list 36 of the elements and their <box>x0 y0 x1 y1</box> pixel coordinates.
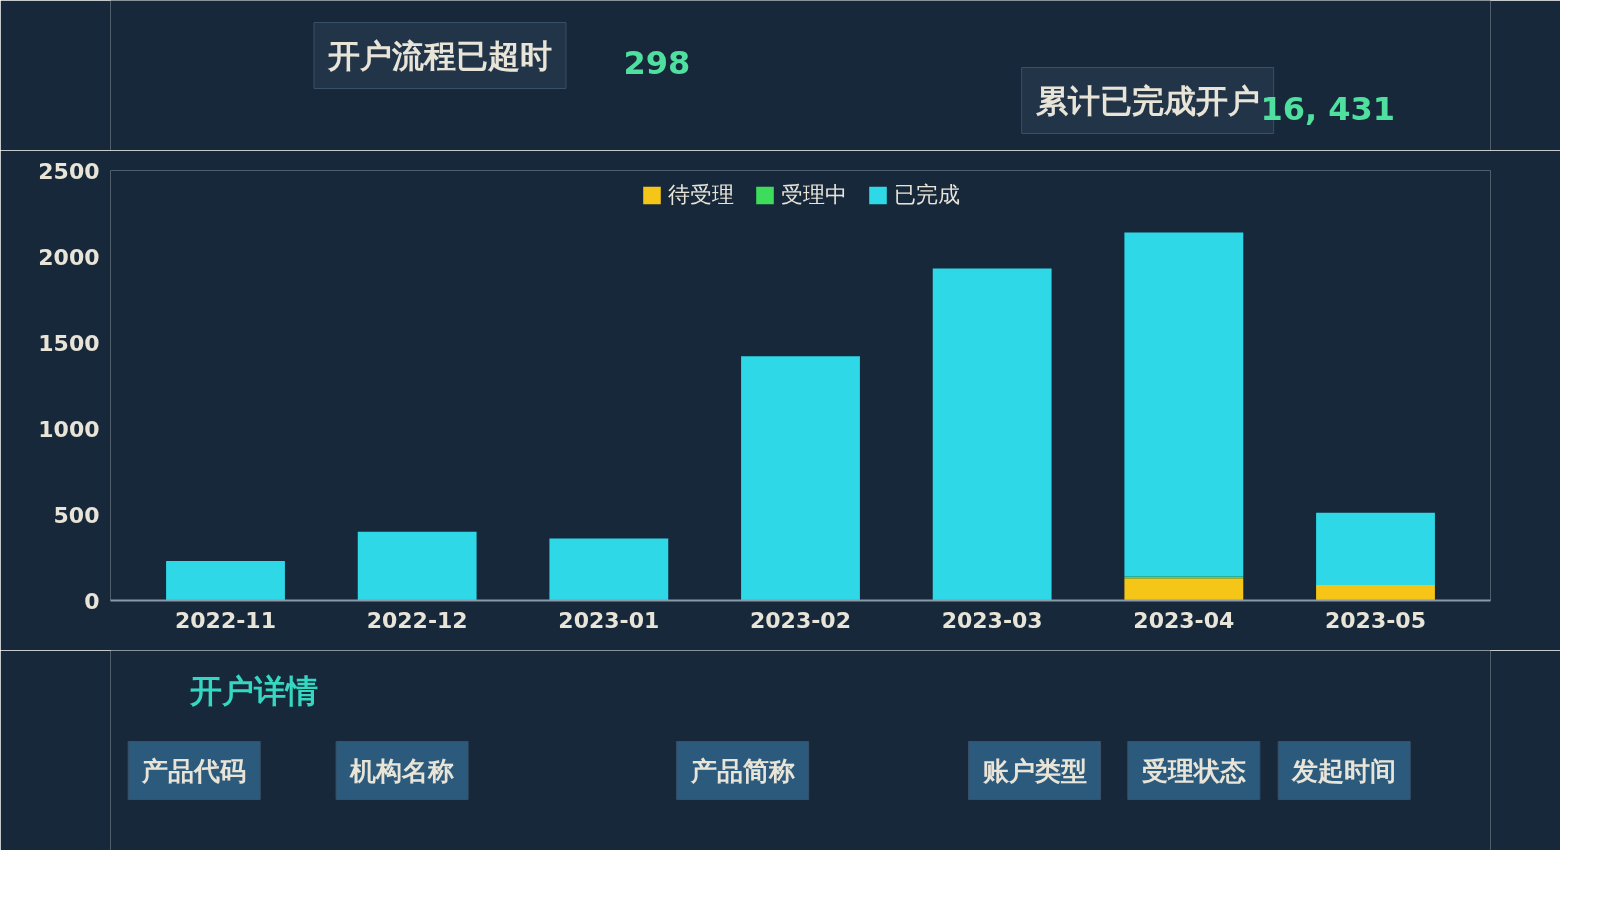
text: 产品简称 <box>689 755 795 786</box>
x-tick-label: 2022-12 <box>366 607 468 633</box>
bar <box>1316 512 1435 586</box>
bar <box>932 268 1052 601</box>
text: 开户流程已超时 <box>326 36 552 75</box>
x-tick-label: 2023-05 <box>1325 607 1426 633</box>
y-tick-label: 1500 <box>38 330 100 356</box>
text: 发起时间 <box>1291 755 1397 786</box>
text: 受理状态 <box>1141 755 1246 786</box>
x-tick-label: 2022-11 <box>175 607 276 633</box>
x-tick-label: 2023-04 <box>1133 607 1235 633</box>
x-tick-label: 2023-01 <box>558 607 660 633</box>
text: 机构名称 <box>349 755 455 786</box>
x-tick-label: 2023-03 <box>941 607 1043 633</box>
text: 累计已完成开户 <box>1035 81 1260 120</box>
text: 账户类型 <box>982 755 1087 786</box>
y-tick-label: 0 <box>84 588 100 614</box>
bar <box>1124 578 1244 601</box>
x-tick-label: 2023-02 <box>750 607 851 633</box>
legend-label: 受理中 <box>780 181 847 209</box>
text: 298 <box>623 44 691 82</box>
text: 16, 431 <box>1260 89 1396 128</box>
y-tick-label: 1000 <box>38 416 100 442</box>
y-tick-label: 2000 <box>38 244 100 270</box>
text: 开户详情 <box>189 671 319 710</box>
bar <box>357 531 477 601</box>
y-tick-label: 2500 <box>38 158 100 184</box>
bar <box>549 538 669 601</box>
bar <box>741 356 860 601</box>
y-tick-label: 500 <box>53 502 100 528</box>
bar <box>1124 232 1244 577</box>
legend-label: 待受理 <box>667 181 734 209</box>
bar <box>166 560 285 601</box>
text: 产品代码 <box>141 755 247 786</box>
legend-label: 已完成 <box>893 181 960 209</box>
bar <box>1316 585 1435 601</box>
